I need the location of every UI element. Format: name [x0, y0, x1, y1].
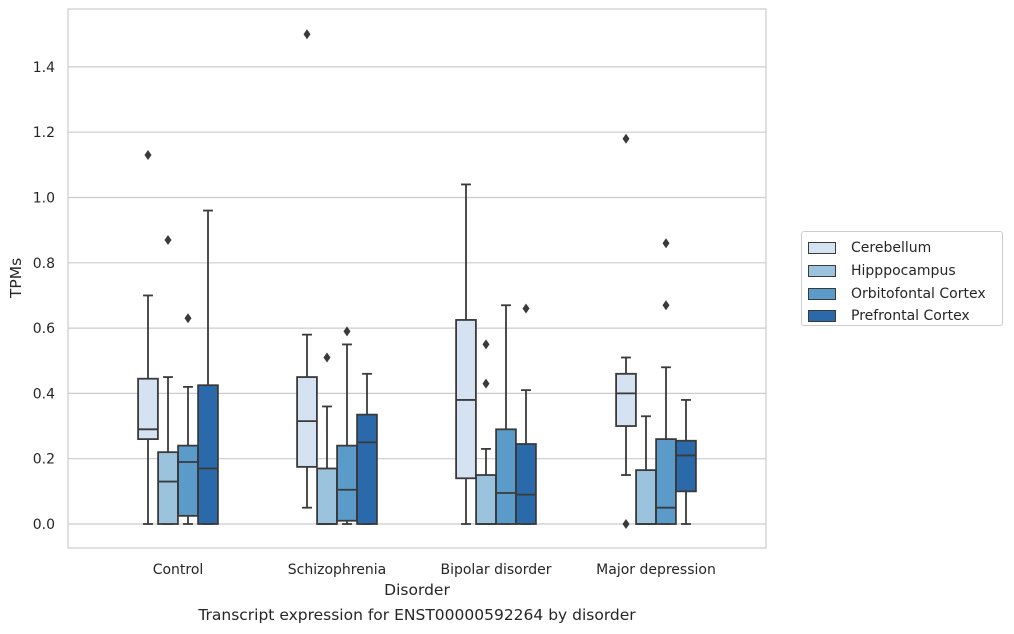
- outlier-point: [482, 339, 490, 350]
- box-2-3: [655, 238, 677, 525]
- legend-item: Cerebellum: [808, 237, 1002, 260]
- box-3-2: [515, 303, 537, 525]
- box-body: [336, 444, 358, 522]
- x-tick-label: Bipolar disorder: [440, 562, 551, 578]
- box-body: [177, 444, 199, 517]
- y-tick-label: 0.0: [33, 517, 55, 533]
- chart-caption: Transcript expression for ENST0000059226…: [198, 606, 636, 624]
- box-body: [475, 474, 497, 525]
- y-axis-label: TPMs: [7, 258, 25, 299]
- box-0-1: [296, 29, 318, 509]
- x-tick-label: Major depression: [596, 562, 716, 578]
- box-2-2: [495, 304, 517, 525]
- box-3-0: [197, 209, 219, 525]
- y-tick-label: 0.8: [33, 256, 55, 272]
- box-0-3: [615, 133, 637, 529]
- outlier-point: [303, 29, 311, 40]
- box-body: [356, 413, 378, 525]
- legend-item: Hipppocampus: [808, 260, 1002, 283]
- box-body: [316, 467, 338, 525]
- box-body: [197, 384, 219, 525]
- y-tick-labels: 0.0 0.2 0.4 0.6 0.8 1.0 1.2 1.4: [33, 60, 55, 533]
- x-tick-label: Control: [153, 562, 204, 578]
- y-tick-label: 0.2: [33, 452, 55, 468]
- box-body: [137, 377, 159, 441]
- legend-swatch: [808, 310, 836, 323]
- legend-label: Prefrontal Cortex: [851, 308, 970, 325]
- box-0-2: [455, 183, 477, 525]
- chart-legend: Cerebellum Hipppocampus Orbitofontal Corte…: [801, 231, 1003, 326]
- box-body: [157, 451, 179, 525]
- plot-frame: [67, 8, 767, 549]
- legend-label: Hipppocampus: [851, 263, 956, 280]
- box-3-1: [356, 372, 378, 525]
- x-axis-label: Disorder: [384, 581, 450, 599]
- outlier-point: [662, 238, 670, 249]
- box-1-0: [157, 234, 179, 525]
- outlier-point: [662, 300, 670, 311]
- y-tick-label: 0.4: [33, 386, 55, 402]
- legend-swatch: [808, 265, 836, 278]
- x-tick-labels: Control Schizophrenia Bipolar disorder Majo…: [153, 562, 716, 578]
- box-3-3: [675, 399, 697, 525]
- outlier-point: [343, 326, 351, 337]
- y-tick-label: 0.6: [33, 321, 55, 337]
- legend-label: Cerebellum: [851, 240, 932, 257]
- box-body: [615, 372, 637, 427]
- box-0-0: [137, 150, 159, 525]
- box-body: [515, 443, 537, 525]
- box-body: [675, 439, 697, 493]
- x-tick-label: Schizophrenia: [288, 562, 386, 578]
- legend-item: Orbitofontal Cortex: [808, 282, 1002, 305]
- y-tick-label: 1.0: [33, 191, 55, 207]
- box-body: [655, 438, 677, 525]
- outlier-point: [144, 150, 152, 161]
- box-body: [635, 469, 657, 525]
- legend-swatch: [808, 287, 836, 300]
- legend-swatch: [808, 242, 836, 255]
- outlier-point: [323, 352, 331, 363]
- box-groups: [137, 29, 697, 529]
- legend-item: Prefrontal Cortex: [808, 305, 1002, 328]
- outlier-point: [482, 378, 490, 389]
- outlier-point: [184, 313, 192, 324]
- outlier-point: [522, 303, 530, 314]
- box-2-0: [177, 313, 199, 525]
- outlier-point: [622, 519, 630, 529]
- y-tick-label: 1.2: [33, 125, 55, 141]
- box-2-1: [336, 326, 358, 525]
- box-1-3: [635, 415, 657, 525]
- box-body: [495, 428, 517, 525]
- outlier-point: [622, 133, 630, 144]
- y-tick-label: 1.4: [33, 60, 55, 76]
- outlier-point: [164, 234, 172, 245]
- legend-label: Orbitofontal Cortex: [851, 285, 986, 302]
